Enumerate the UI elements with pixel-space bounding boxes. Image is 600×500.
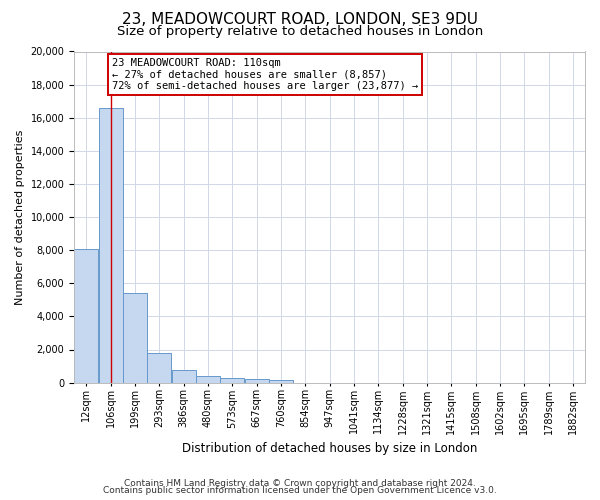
Bar [172,370,196,382]
Bar [74,248,98,382]
Text: Size of property relative to detached houses in London: Size of property relative to detached ho… [117,25,483,38]
Text: Contains HM Land Registry data © Crown copyright and database right 2024.: Contains HM Land Registry data © Crown c… [124,478,476,488]
Bar [196,376,220,382]
Y-axis label: Number of detached properties: Number of detached properties [15,130,25,304]
Bar [245,380,269,382]
Text: 23 MEADOWCOURT ROAD: 110sqm
← 27% of detached houses are smaller (8,857)
72% of : 23 MEADOWCOURT ROAD: 110sqm ← 27% of det… [112,58,418,92]
Bar [99,108,122,382]
Text: Contains public sector information licensed under the Open Government Licence v3: Contains public sector information licen… [103,486,497,495]
Bar [148,353,171,382]
Bar [123,293,147,382]
Text: 23, MEADOWCOURT ROAD, LONDON, SE3 9DU: 23, MEADOWCOURT ROAD, LONDON, SE3 9DU [122,12,478,28]
Bar [269,380,293,382]
Bar [220,378,244,382]
X-axis label: Distribution of detached houses by size in London: Distribution of detached houses by size … [182,442,477,455]
